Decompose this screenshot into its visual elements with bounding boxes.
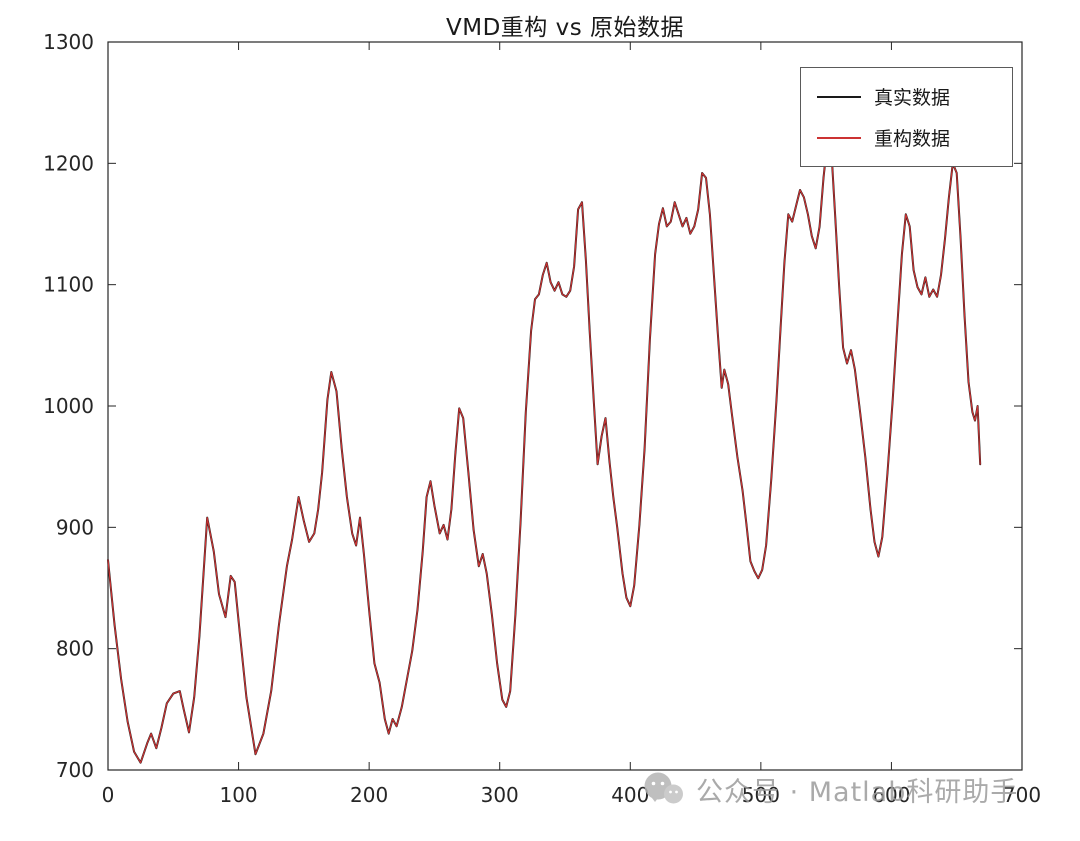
series-line-0	[107, 140, 982, 764]
legend-label-true: 真实数据	[874, 87, 951, 109]
watermark-text: 公众号 · Matlab科研助手	[696, 777, 1019, 808]
legend-line-recon-icon	[817, 136, 861, 139]
x-tick-label: 0	[102, 783, 115, 807]
chart-title: VMD重构 vs 原始数据	[445, 15, 684, 41]
watermark: 公众号 · Matlab科研助手	[642, 770, 1018, 809]
x-tick-label: 100	[219, 783, 257, 807]
y-tick-label: 1300	[43, 30, 94, 54]
legend: 真实数据 重构数据	[800, 67, 1013, 167]
legend-line-true-icon	[817, 95, 861, 98]
y-tick-label: 900	[56, 515, 94, 539]
x-tick-label: 600	[872, 783, 910, 807]
x-tick-label: 400	[611, 783, 649, 807]
x-tick-label: 700	[1003, 783, 1041, 807]
y-tick-label: 700	[56, 758, 94, 782]
wechat-icon	[644, 772, 683, 803]
y-tick-label: 1200	[43, 151, 94, 175]
legend-label-recon: 重构数据	[874, 128, 951, 150]
x-tick-label: 500	[742, 783, 780, 807]
y-tick-label: 1100	[43, 273, 94, 297]
y-tick-label: 800	[56, 637, 94, 661]
x-tick-label: 300	[481, 783, 519, 807]
y-tick-label: 1000	[43, 394, 94, 418]
series-line-1	[107, 140, 981, 764]
x-tick-label: 200	[350, 783, 388, 807]
legend-item-recon: 重构数据	[801, 117, 1012, 158]
legend-item-true: 真实数据	[801, 76, 1012, 117]
